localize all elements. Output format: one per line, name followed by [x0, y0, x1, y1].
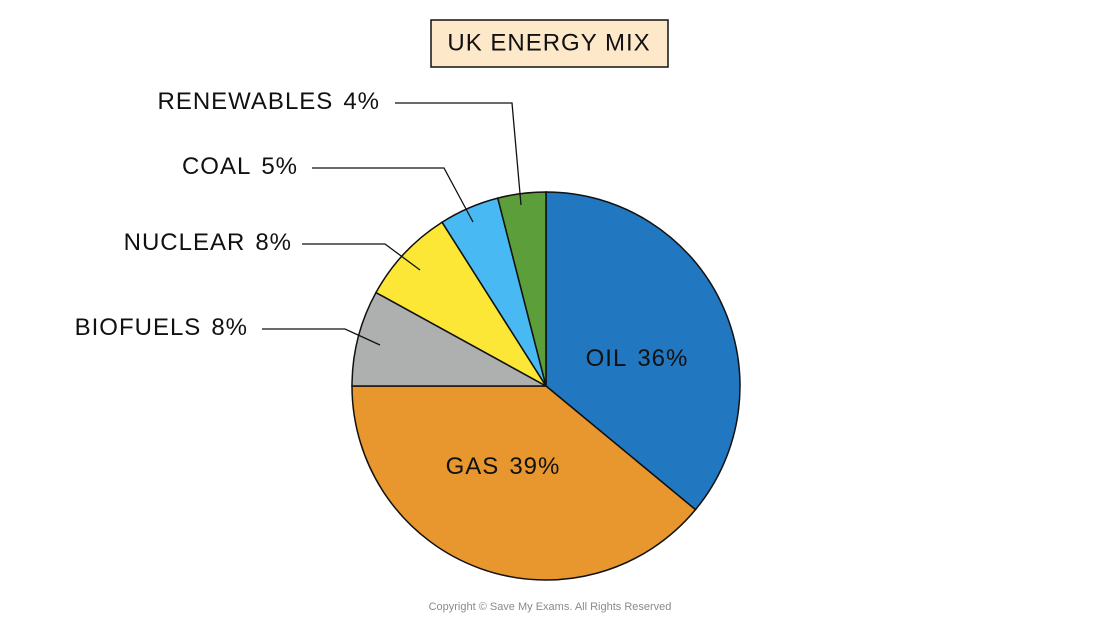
value-label: 8% — [255, 229, 292, 256]
leader-line — [302, 243, 421, 271]
category-label: RENEWABLES — [157, 88, 333, 115]
leader-line — [395, 102, 522, 206]
category-label: COAL — [182, 153, 251, 180]
slice-label: BIOFUELS 8% — [75, 314, 248, 341]
chart-title: UK ENERGY MIX — [447, 29, 650, 56]
labels: OIL 36% GAS 39% BIOFUELS 8% NUCLEAR 8% COAL 5% REN… — [75, 88, 689, 480]
slice-label: GAS 39% — [446, 453, 561, 480]
value-label: 8% — [211, 314, 248, 341]
slice-label: NUCLEAR 8% — [124, 229, 292, 256]
category-label: GAS — [446, 453, 500, 480]
value-label: 4% — [343, 88, 380, 115]
leader-line — [312, 167, 474, 223]
slice-label: RENEWABLES 4% — [157, 88, 380, 115]
copyright: Copyright © Save My Exams. All Rights Re… — [429, 601, 672, 613]
pie-slice — [351, 385, 697, 581]
pie-slice — [374, 221, 547, 387]
title-box — [430, 19, 669, 68]
pie-slice — [351, 291, 547, 387]
pie-slice — [496, 191, 547, 387]
category-label: NUCLEAR — [124, 229, 246, 256]
category-label: BIOFUELS — [75, 314, 202, 341]
value-label: 5% — [261, 153, 298, 180]
slice-label: COAL 5% — [182, 153, 298, 180]
pie-slice — [545, 191, 741, 511]
value-label: 39% — [509, 453, 560, 480]
slice-label: OIL 36% — [586, 345, 689, 372]
category-label: OIL — [586, 345, 628, 372]
leader-line — [262, 328, 381, 346]
value-label: 36% — [637, 345, 688, 372]
pie — [351, 191, 741, 581]
